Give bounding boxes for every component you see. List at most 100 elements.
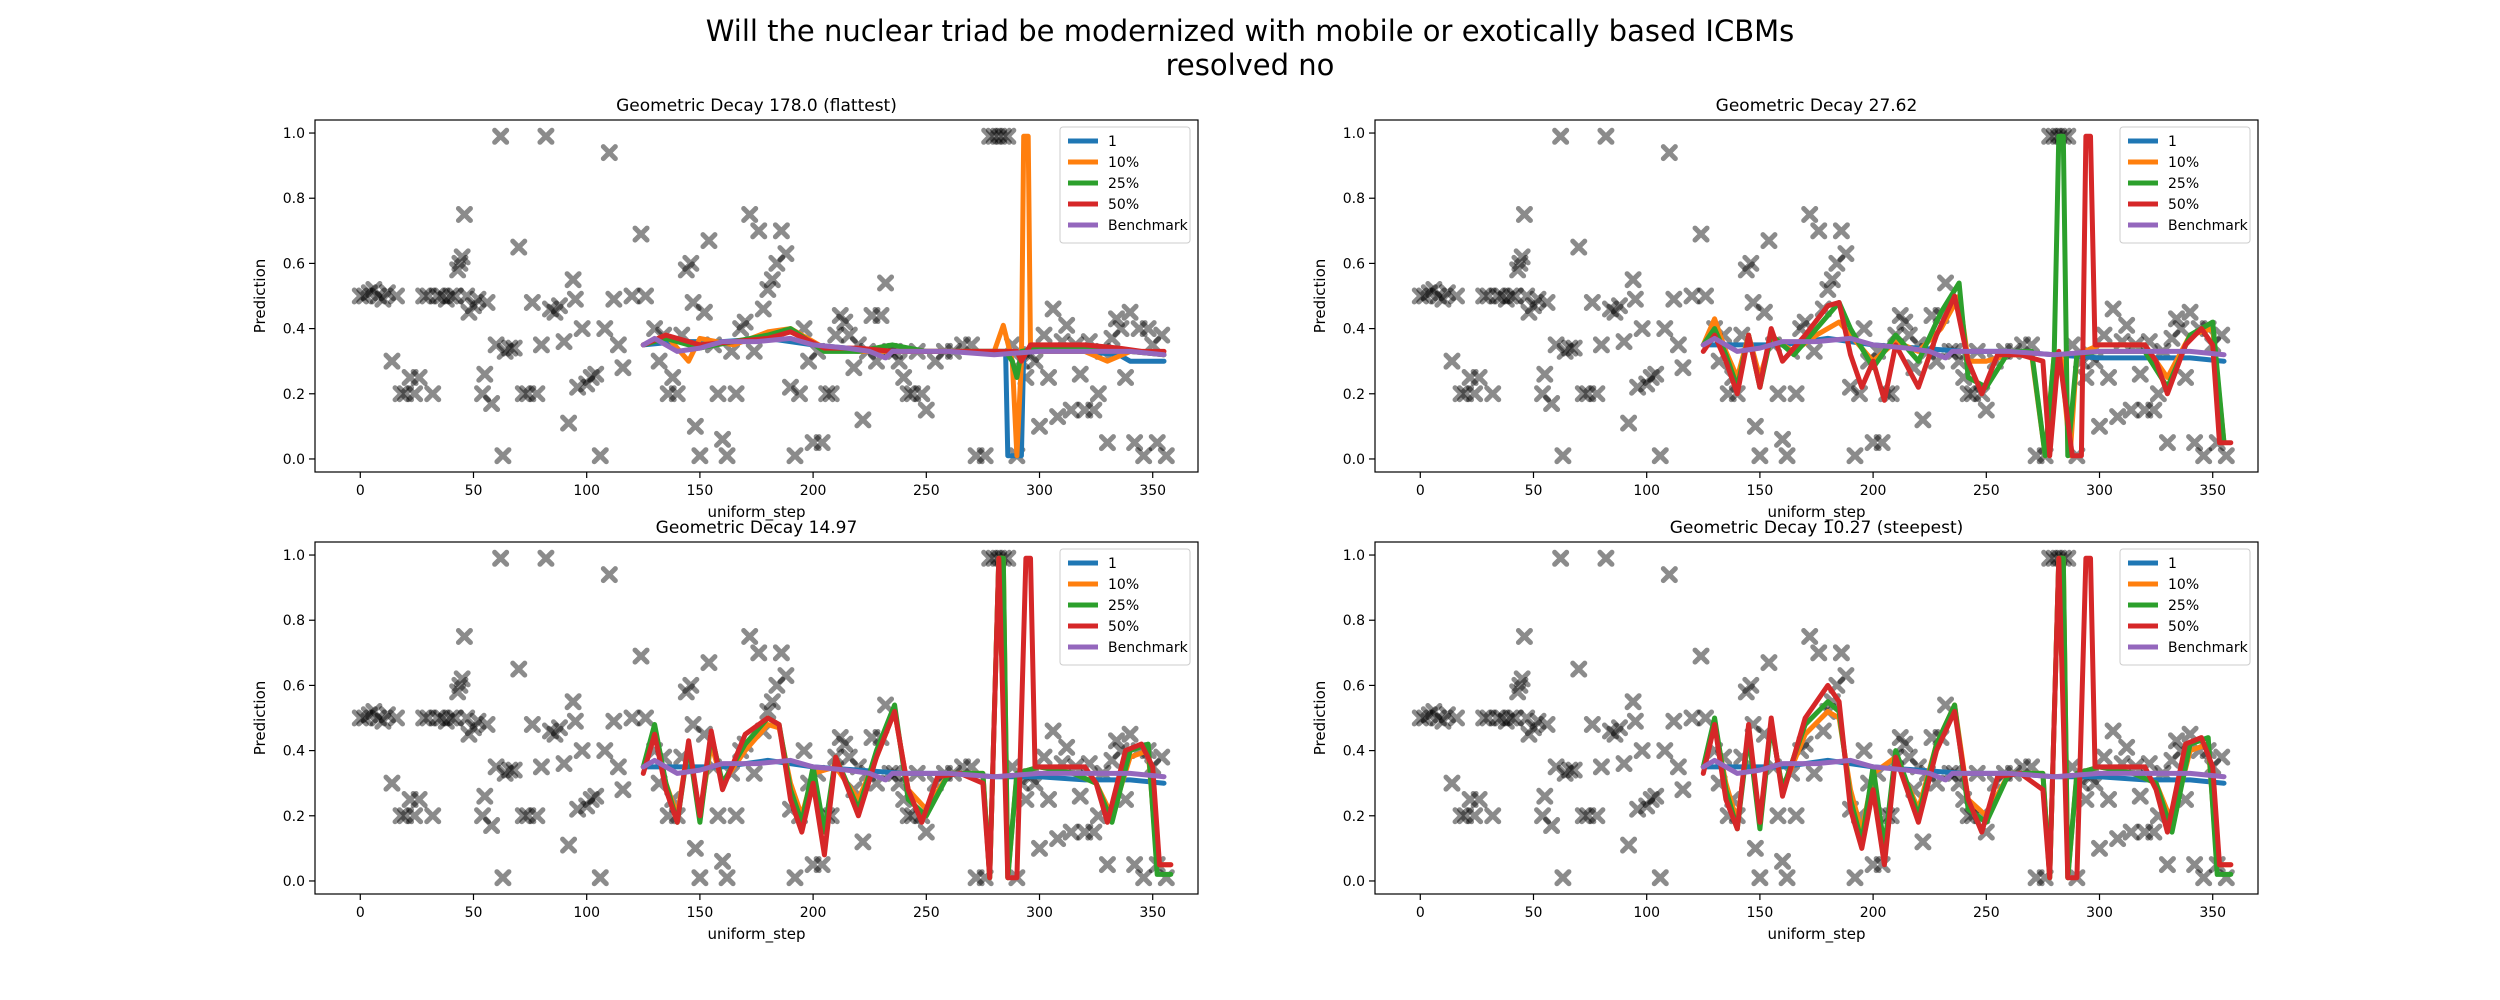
x-tick-label: 50 [465,483,483,499]
scatter-point [1502,709,1520,727]
scatter-point [523,294,541,312]
scatter-point [505,339,523,357]
scatter-points [351,127,1175,465]
scatter-point [1832,644,1850,662]
scatter-point [741,628,759,646]
x-tick-label: 200 [1860,483,1887,499]
scatter-point [677,261,695,279]
legend-label-s1: 1 [1108,134,1117,150]
scatter-point [351,287,369,305]
scatter-point [451,254,469,272]
scatter-point [600,566,618,584]
scatter-point [1461,368,1479,386]
scatter-point [691,869,709,887]
scatter-point [750,644,768,662]
scatter-point [1837,667,1855,685]
scatter-point [1624,271,1642,289]
scatter-point [1669,336,1687,354]
scatter-point [410,790,428,808]
scatter-point [1547,336,1565,354]
scatter-point [1801,628,1819,646]
scatter-point [1552,549,1570,567]
legend: 1 10% 25% 50% Benchmark [1059,548,1191,666]
scatter-point [1746,417,1764,435]
scatter-point [1977,401,1995,419]
scatter-point [777,667,795,685]
scatter-points [1411,127,2235,465]
scatter-point [1448,287,1466,305]
series-lines [1700,133,2234,459]
scatter-point [424,385,442,403]
scatter-point [1044,722,1062,740]
scatter-point [1479,709,1497,727]
y-tick-label: 1.0 [1343,126,1365,142]
scatter-point [1529,712,1547,730]
axes-frame [314,119,1199,473]
scatter-point [446,287,464,305]
scatter-point [2109,830,2127,848]
scatter-point [1665,712,1683,730]
scatter-point [2014,336,2032,354]
scatter-point [2186,856,2204,874]
scatter-point [1157,447,1175,465]
scatter-point [1513,670,1531,688]
scatter-point [1579,807,1597,825]
scatter-point [510,238,528,256]
scatter-point [1438,284,1456,302]
y-tick-label: 0.4 [1343,322,1365,338]
scatter-point [1570,238,1588,256]
scatter-point [1556,764,1574,782]
scatter-point [356,709,374,727]
scatter-point [854,411,872,429]
scatter-point [1035,326,1053,344]
scatter-point [578,797,596,815]
scatter-point [2136,823,2154,841]
scatter-point [1502,287,1520,305]
scatter-point [383,352,401,370]
scatter-point [1823,271,1841,289]
scatter-point [1438,706,1456,724]
x-tick-label: 150 [1747,483,1774,499]
scatter-point [1411,287,1429,305]
scatter-point [831,307,849,325]
scatter-point [772,644,790,662]
legend-label-s10: 10% [2168,155,2199,171]
scatter-point [1642,790,1660,808]
x-tick-label: 50 [1525,905,1543,921]
y-tick-label: 0.4 [1343,744,1365,760]
scatter-point [1597,549,1615,567]
scatter-point [1475,287,1493,305]
scatter-point [397,807,415,825]
scatter-point [537,549,555,567]
scatter-point [1896,313,1914,331]
y-tick-label: 0.0 [1343,874,1365,890]
scatter-point [1697,287,1715,305]
scatter-point [1583,716,1601,734]
subplot-1: Geometric Decay 178.0 (flattest)0 50 100 15… [251,96,1199,522]
axes-frame [314,541,1199,895]
scatter-point [863,307,881,325]
scatter-point [1461,790,1479,808]
y-tick-label: 0.6 [1343,678,1365,694]
scatter-point [1851,385,1869,403]
scatter-point [437,712,455,730]
scatter-point [1692,647,1710,665]
scatter-point [1744,294,1762,312]
scatter-point [1071,365,1089,383]
x-tick-label: 350 [1139,905,1166,921]
scatter-point [1411,709,1429,727]
scatter-point [1660,566,1678,584]
scatter-point [2195,869,2213,887]
scatter-point [1837,245,1855,263]
scatter-point [709,385,727,403]
scatter-point [2023,758,2041,776]
scatter-point [736,313,754,331]
scatter-point [1937,274,1955,292]
scatter-point [2149,385,2167,403]
scatter-point [415,709,433,727]
scatter-point [442,709,460,727]
scatter-point [487,336,505,354]
scatter-point [564,693,582,711]
scatter-point [718,869,736,887]
scatter-point [514,807,532,825]
